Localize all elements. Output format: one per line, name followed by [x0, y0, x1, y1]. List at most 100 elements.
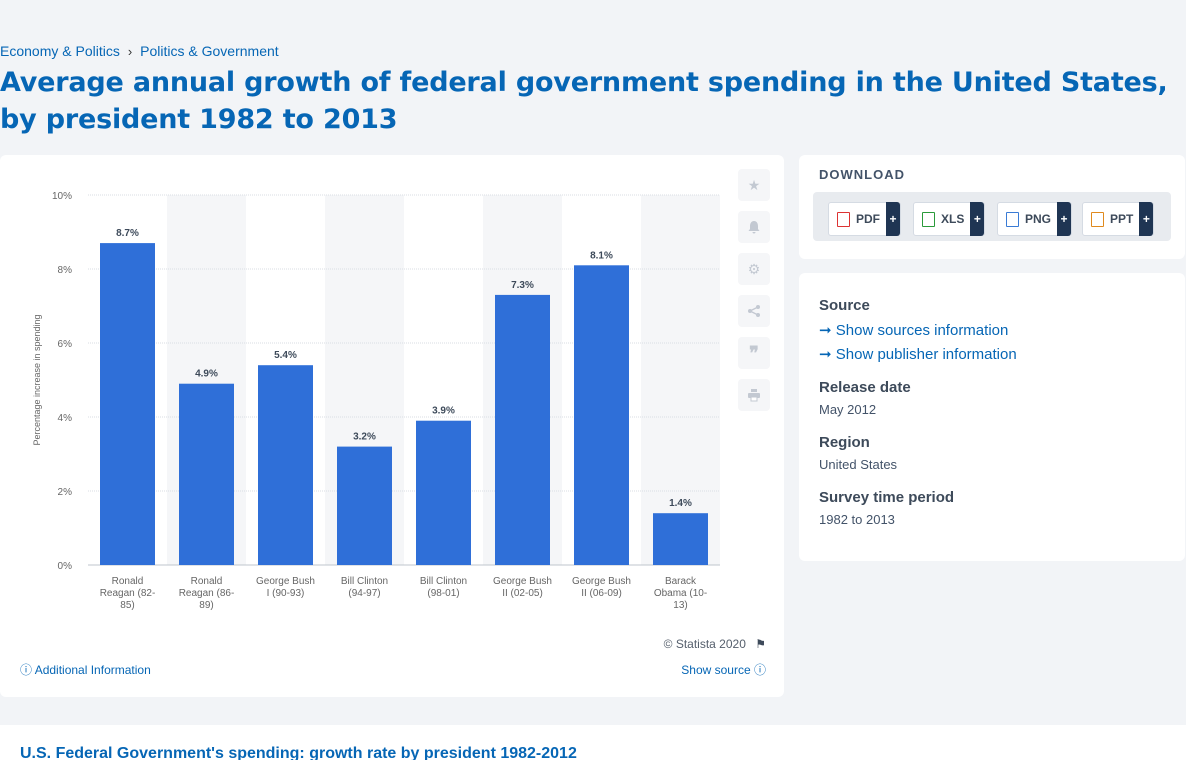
- bar: [179, 383, 234, 565]
- chart-card: 0% 2% 4% 6% 8% 10% Percentage increase in spen…: [0, 155, 784, 697]
- download-png-label: PNG: [1025, 212, 1052, 226]
- y-tick-label: 6%: [58, 339, 73, 350]
- gear-icon: ⚙: [747, 260, 761, 277]
- x-tick-label-line: George Bush: [572, 576, 631, 587]
- x-tick-label: Bill Clinton (98-01): [420, 576, 467, 599]
- show-source-link[interactable]: Show source ⓘ: [681, 661, 766, 678]
- x-tick-label: Ronald Reagan (86-89): [179, 576, 235, 611]
- breadcrumb-economy-politics[interactable]: Economy & Politics: [0, 43, 120, 59]
- x-tick-label-line: Bill Clinton: [420, 576, 467, 587]
- breadcrumb: Economy & Politics › Politics & Governme…: [0, 43, 279, 59]
- settings-button[interactable]: ⚙: [738, 253, 770, 285]
- show-sources-link[interactable]: ➞ Show sources information: [819, 321, 1008, 339]
- download-pdf-button[interactable]: PDF +: [828, 202, 901, 236]
- x-tick-label: George Bush I (90-93): [256, 576, 315, 599]
- x-tick-label-line: George Bush: [256, 576, 315, 587]
- description-title: U.S. Federal Government's spending: grow…: [20, 745, 577, 760]
- notification-button[interactable]: [738, 211, 770, 243]
- x-tick-label: Ronald Reagan (82-85): [100, 576, 156, 611]
- additional-information-label: Additional Information: [34, 663, 151, 677]
- download-bar: PDF + XLS + PNG + PPT +: [813, 192, 1171, 241]
- survey-period-value: 1982 to 2013: [819, 512, 895, 527]
- show-sources-label: Show sources information: [835, 322, 1009, 339]
- x-tick-label-line: Reagan (86-: [179, 588, 235, 599]
- x-tick-label-line: 13): [673, 600, 687, 611]
- plus-icon: +: [970, 202, 985, 236]
- data-label: 1.4%: [669, 498, 692, 509]
- breadcrumb-politics-government[interactable]: Politics & Government: [140, 43, 279, 59]
- chart-toolbar: ★ ⚙ ❞: [738, 169, 772, 421]
- bar: [416, 420, 471, 565]
- download-xls-button[interactable]: XLS +: [913, 202, 986, 236]
- show-publisher-link[interactable]: ➞ Show publisher information: [819, 345, 1017, 363]
- x-tick-label: George Bush II (06-09): [572, 576, 631, 599]
- plus-icon: +: [886, 202, 900, 236]
- arrow-right-icon: ➞: [819, 346, 832, 363]
- plus-icon: +: [1139, 202, 1154, 236]
- bar: [495, 294, 550, 565]
- y-tick-label: 0%: [58, 561, 73, 572]
- pdf-file-icon: [837, 211, 850, 227]
- top-bar: [0, 0, 1186, 36]
- cite-button[interactable]: ❞: [738, 337, 770, 369]
- x-tick-label-line: 89): [199, 600, 213, 611]
- page-title: Average annual growth of federal governm…: [0, 67, 1168, 135]
- x-tick-label-line: Bill Clinton: [341, 576, 388, 587]
- copyright: © Statista 2020 ⚑: [664, 637, 766, 651]
- plus-icon: +: [1057, 202, 1072, 236]
- bar: [100, 243, 155, 565]
- bar: [337, 446, 392, 565]
- bell-icon: [748, 221, 760, 234]
- bar: [653, 513, 708, 565]
- region-value: United States: [819, 457, 898, 472]
- bar: [574, 265, 629, 565]
- download-title: DOWNLOAD: [819, 167, 905, 182]
- download-card: DOWNLOAD PDF + XLS + PNG + PPT +: [799, 155, 1185, 259]
- x-tick-label-line: Ronald: [112, 576, 144, 587]
- y-tick-label: 2%: [58, 487, 73, 498]
- flag-icon[interactable]: ⚑: [755, 637, 766, 651]
- download-xls-label: XLS: [941, 212, 965, 226]
- y-tick-label: 4%: [58, 413, 73, 424]
- x-tick-label-line: Barack: [665, 576, 697, 587]
- breadcrumb-separator: ›: [127, 43, 133, 59]
- x-tick-label-line: Reagan (82-: [100, 588, 156, 599]
- x-tick-label: George Bush II (02-05): [493, 576, 552, 599]
- data-label: 8.1%: [590, 250, 613, 261]
- additional-information-link[interactable]: ⓘ Additional Information: [20, 661, 151, 678]
- x-tick-label-line: (98-01): [427, 588, 459, 599]
- release-date-heading: Release date: [819, 379, 911, 396]
- data-label: 3.2%: [353, 432, 376, 443]
- y-axis-label: Percentage increase in spending: [32, 314, 42, 445]
- x-tick-label-line: II (06-09): [581, 588, 622, 599]
- x-tick-label: Barack Obama (10-13): [654, 576, 707, 611]
- x-tick-label-line: (94-97): [348, 588, 380, 599]
- x-tick-label-line: George Bush: [493, 576, 552, 587]
- download-ppt-label: PPT: [1110, 212, 1134, 226]
- print-button[interactable]: [738, 379, 770, 411]
- x-tick-label-line: Obama (10-: [654, 588, 707, 599]
- region-heading: Region: [819, 434, 870, 451]
- share-button[interactable]: [738, 295, 770, 327]
- y-tick-label: 10%: [52, 191, 72, 202]
- x-tick-label-line: Ronald: [191, 576, 223, 587]
- category-band: [641, 195, 720, 565]
- xls-file-icon: [922, 211, 935, 227]
- download-png-button[interactable]: PNG +: [997, 202, 1073, 236]
- data-label: 4.9%: [195, 369, 218, 380]
- description-card: U.S. Federal Government's spending: grow…: [0, 725, 1186, 760]
- favorite-button[interactable]: ★: [738, 169, 770, 201]
- info-icon: ⓘ: [20, 663, 33, 677]
- data-label: 3.9%: [432, 406, 455, 417]
- info-icon: ⓘ: [753, 663, 766, 677]
- quote-icon: ❞: [749, 342, 759, 363]
- png-file-icon: [1006, 211, 1019, 227]
- arrow-right-icon: ➞: [819, 322, 832, 339]
- statistic-info-card: Source ➞ Show sources information ➞ Show…: [799, 273, 1185, 561]
- survey-period-heading: Survey time period: [819, 489, 955, 506]
- download-ppt-button[interactable]: PPT +: [1082, 202, 1155, 236]
- x-tick-label: Bill Clinton (94-97): [341, 576, 388, 599]
- bar: [258, 365, 313, 565]
- release-date-value: May 2012: [819, 402, 877, 417]
- print-icon: [748, 389, 760, 402]
